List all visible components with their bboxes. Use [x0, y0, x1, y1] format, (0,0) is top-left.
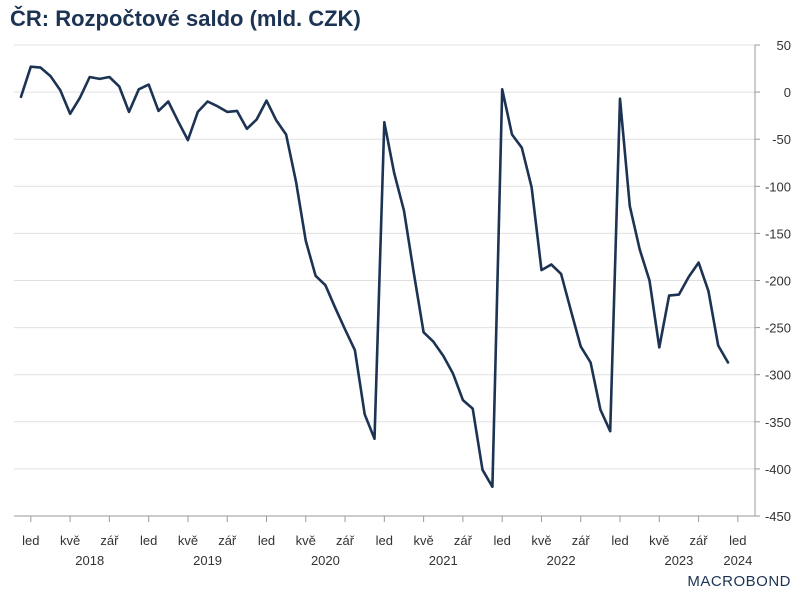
y-tick-label: 0: [784, 85, 791, 100]
x-year-label: 2020: [311, 553, 340, 568]
axes: [14, 44, 760, 522]
x-year-label: 2022: [547, 553, 576, 568]
x-tick-label: zář: [218, 533, 237, 548]
x-tick-label: zář: [690, 533, 709, 548]
x-tick-label: kvě: [296, 533, 316, 548]
y-tick-label: -250: [765, 321, 791, 336]
x-tick-label: kvě: [60, 533, 80, 548]
y-tick-label: -200: [765, 274, 791, 289]
x-year-label: 2019: [193, 553, 222, 568]
x-year-label: 2021: [429, 553, 458, 568]
x-tick-label: kvě: [178, 533, 198, 548]
x-tick-label: kvě: [649, 533, 669, 548]
x-tick-label: kvě: [414, 533, 434, 548]
y-tick-label: -50: [772, 132, 791, 147]
x-tick-label: led: [258, 533, 275, 548]
x-tick-label: zář: [572, 533, 591, 548]
y-tick-label: -100: [765, 179, 791, 194]
chart-title: ČR: Rozpočtové saldo (mld. CZK): [10, 6, 361, 31]
y-tick-label: 50: [777, 38, 791, 53]
y-tick-label: -400: [765, 462, 791, 477]
x-tick-label: kvě: [531, 533, 551, 548]
y-tick-label: -150: [765, 226, 791, 241]
x-tick-label: led: [611, 533, 628, 548]
x-year-label: 2024: [723, 553, 752, 568]
x-tick-label: led: [729, 533, 746, 548]
x-tick-label: led: [494, 533, 511, 548]
x-tick-label: zář: [100, 533, 119, 548]
x-tick-label: zář: [454, 533, 473, 548]
series-line: [19, 65, 730, 489]
y-tick-labels: 50 0 -50 -100 -150 -200 -250 -300 -350 -400 -450: [765, 38, 791, 524]
series-layer: [19, 65, 730, 489]
x-year-label: 2018: [75, 553, 104, 568]
x-tick-label: led: [22, 533, 39, 548]
x-year-label: 2023: [664, 553, 693, 568]
y-tick-label: -300: [765, 368, 791, 383]
x-tick-label: led: [376, 533, 393, 548]
y-tick-label: -350: [765, 415, 791, 430]
x-tick-labels: led kvě zář led kvě zář led kvě zář led kvě zář led k…: [22, 533, 752, 568]
grid-lines: [14, 44, 755, 517]
y-tick-label: -450: [765, 509, 791, 524]
x-tick-label: led: [140, 533, 157, 548]
brand-logo: MACROBOND: [687, 573, 791, 590]
x-tick-label: zář: [336, 533, 355, 548]
